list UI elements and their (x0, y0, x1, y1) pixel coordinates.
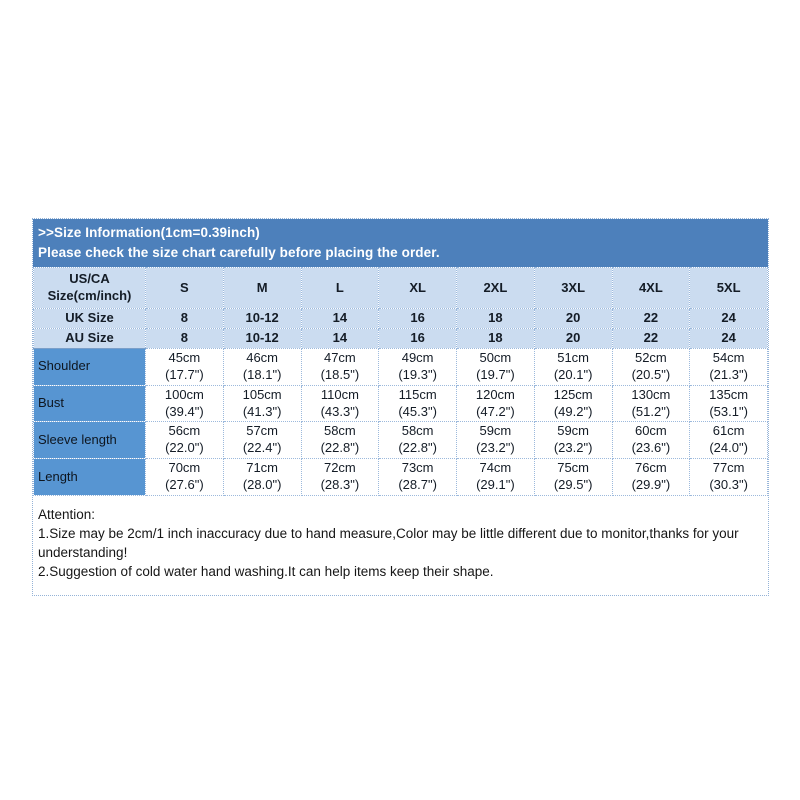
measurement-cell: 57cm (22.4") (222, 421, 302, 460)
size-header-cell: 4XL (611, 267, 691, 310)
measurement-cell: 54cm (21.3") (689, 347, 768, 386)
size-header-cell: 16 (378, 328, 457, 349)
size-header-cell: 10-12 (222, 328, 302, 349)
measurement-cell: 70cm (27.6") (145, 458, 224, 497)
measurement-cell: 77cm (30.3") (689, 458, 768, 497)
attention-note-1: 1.Size may be 2cm/1 inch inaccuracy due … (38, 525, 739, 560)
measurement-row: Sleeve length 56cm (22.0") 57cm (22.4") 58c… (33, 421, 768, 460)
size-header-cell: 14 (300, 328, 380, 349)
size-info-header: >>Size Information(1cm=0.39inch) Please … (33, 219, 768, 268)
measurement-cell: 59cm (23.2") (533, 421, 613, 460)
size-chart-table: US/CA Size(cm/inch) S M L XL 2XL 3XL 4XL 5XL UK S… (33, 267, 768, 497)
measurement-cell: 52cm (20.5") (611, 347, 691, 386)
measurement-cell: 47cm (18.5") (300, 347, 380, 386)
measurement-cell: 105cm (41.3") (222, 384, 302, 423)
measurement-cell: 100cm (39.4") (145, 384, 224, 423)
size-header-cell: 24 (689, 308, 768, 330)
measurement-cell: 73cm (28.7") (378, 458, 457, 497)
measurement-cell: 75cm (29.5") (533, 458, 613, 497)
attention-note-2: 2.Suggestion of cold water hand washing.… (38, 563, 494, 579)
measurement-cell: 74cm (29.1") (456, 458, 535, 497)
size-header-cell: L (300, 267, 380, 310)
measurement-cell: 51cm (20.1") (533, 347, 613, 386)
measurement-label: Bust (33, 384, 146, 423)
size-header-cell: 22 (611, 308, 691, 330)
size-info-subtitle: Please check the size chart carefully be… (38, 244, 440, 260)
measurement-cell: 61cm (24.0") (689, 421, 768, 460)
size-header-row: UK Size 8 10-12 14 16 18 20 22 24 (33, 308, 768, 330)
measurement-cell: 115cm (45.3") (378, 384, 457, 423)
attention-section: Attention: 1.Size may be 2cm/1 inch inac… (33, 496, 768, 595)
size-header-cell: 14 (300, 308, 380, 330)
size-header-row: AU Size 8 10-12 14 16 18 20 22 24 (33, 328, 768, 349)
size-header-cell: M (222, 267, 302, 310)
measurement-label: Length (33, 458, 146, 497)
measurement-cell: 56cm (22.0") (145, 421, 224, 460)
measurement-cell: 76cm (29.9") (611, 458, 691, 497)
size-header-cell: S (145, 267, 224, 310)
measurement-cell: 59cm (23.2") (456, 421, 535, 460)
measurement-cell: 45cm (17.7") (145, 347, 224, 386)
measurement-cell: 71cm (28.0") (222, 458, 302, 497)
measurement-cell: 60cm (23.6") (611, 421, 691, 460)
size-info-panel: >>Size Information(1cm=0.39inch) Please … (32, 218, 769, 596)
measurement-cell: 58cm (22.8") (378, 421, 457, 460)
size-header-cell: 20 (533, 308, 613, 330)
size-header-cell: 16 (378, 308, 457, 330)
size-header-label: US/CA Size(cm/inch) (33, 267, 146, 310)
size-header-cell: 10-12 (222, 308, 302, 330)
size-header-cell: 2XL (456, 267, 535, 310)
size-header-cell: 8 (145, 328, 224, 349)
measurement-cell: 120cm (47.2") (456, 384, 535, 423)
size-header-cell: 18 (456, 328, 535, 349)
size-header-cell: 18 (456, 308, 535, 330)
measurement-row: Length 70cm (27.6") 71cm (28.0") 72cm (28.3… (33, 458, 768, 497)
measurement-label: Shoulder (33, 347, 146, 386)
measurement-row: Bust 100cm (39.4") 105cm (41.3") 110cm (43.… (33, 384, 768, 423)
size-header-cell: 20 (533, 328, 613, 349)
attention-title: Attention: (38, 507, 96, 523)
measurement-cell: 125cm (49.2") (533, 384, 613, 423)
size-header-cell: 8 (145, 308, 224, 330)
size-header-cell: 5XL (689, 267, 768, 310)
measurement-cell: 50cm (19.7") (456, 347, 535, 386)
measurement-cell: 110cm (43.3") (300, 384, 380, 423)
measurement-cell: 49cm (19.3") (378, 347, 457, 386)
size-header-row: US/CA Size(cm/inch) S M L XL 2XL 3XL 4XL 5XL (33, 267, 768, 310)
measurement-cell: 72cm (28.3") (300, 458, 380, 497)
size-header-cell: XL (378, 267, 457, 310)
size-header-cell: 3XL (533, 267, 613, 310)
size-header-cell: 24 (689, 328, 768, 349)
measurement-label: Sleeve length (33, 421, 146, 460)
size-header-label: AU Size (33, 328, 146, 349)
measurement-cell: 58cm (22.8") (300, 421, 380, 460)
measurement-cell: 130cm (51.2") (611, 384, 691, 423)
measurement-cell: 46cm (18.1") (222, 347, 302, 386)
size-header-label: UK Size (33, 308, 146, 330)
measurement-cell: 135cm (53.1") (689, 384, 768, 423)
size-header-cell: 22 (611, 328, 691, 349)
measurement-row: Shoulder 45cm (17.7") 46cm (18.1") 47cm (18… (33, 347, 768, 386)
size-info-title: >>Size Information(1cm=0.39inch) (38, 225, 260, 240)
